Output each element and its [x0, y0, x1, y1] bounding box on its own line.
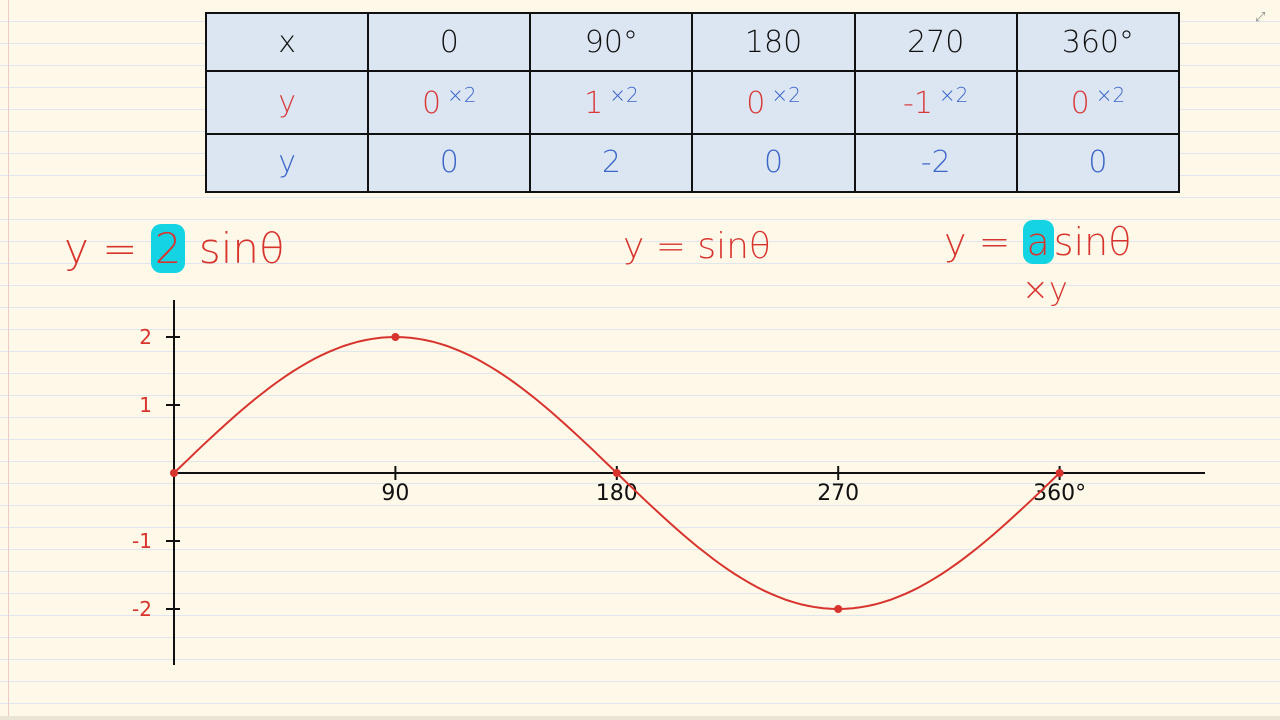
table-row-sin: y 0 ×2 1 ×2 0 ×2 -1 ×2 0 ×2: [204, 70, 1181, 135]
x-tick-label: 90: [381, 481, 409, 506]
multiplier-label: ×2: [1095, 83, 1126, 108]
table-header-x: x: [204, 11, 370, 73]
x-tick-label: 180: [596, 481, 638, 506]
table-header-y: y: [204, 132, 370, 194]
formula-sin: sinθ: [198, 224, 285, 273]
data-point: [1055, 469, 1064, 477]
multiplier-label: ×2: [771, 83, 801, 108]
table-cell: 0: [691, 132, 856, 194]
table-row-x: x 0 90° 180 270 360°: [204, 11, 1181, 73]
table-cell: 270: [853, 11, 1018, 73]
bottom-bar: [0, 716, 1280, 720]
x-tick-label: 360°: [1033, 481, 1086, 506]
values-table: x 0 90° 180 270 360° y 0 ×2 1 ×2 0 ×2 -1 ×2 …: [204, 11, 1181, 194]
table-header-y: y: [204, 70, 370, 135]
table-cell: 0: [367, 132, 532, 194]
multiplier-label: ×2: [609, 83, 639, 108]
formula-note: ×y: [1022, 270, 1068, 308]
table-cell: 0 ×2: [367, 70, 532, 135]
formula-y-equals-sin: y = sinθ: [623, 226, 771, 267]
formula-coefficient: 2: [150, 224, 186, 273]
cell-value: 0: [746, 86, 766, 122]
table-cell: 360°: [1015, 11, 1181, 73]
cell-value: -1: [903, 86, 933, 122]
formula-sin: sinθ: [1053, 220, 1132, 264]
formula-y-equals-2-sin: y = 2 sinθ: [64, 224, 285, 273]
data-point: [170, 469, 178, 477]
table-cell: 0: [1015, 132, 1181, 194]
y-tick-label: -1: [132, 529, 152, 553]
table-cell: 0: [367, 11, 532, 73]
data-point: [612, 469, 621, 477]
cell-value: 0: [1070, 86, 1090, 122]
cell-value: 0: [421, 86, 442, 122]
table-cell: 180: [691, 11, 856, 73]
formula-prefix: y =: [944, 220, 1023, 264]
formula-coefficient: a: [1022, 220, 1054, 264]
table-cell: -2: [853, 132, 1018, 194]
y-tick-label: 1: [139, 393, 152, 417]
y-tick-label: -2: [132, 597, 152, 621]
table-row-y: y 0 2 0 -2 0: [204, 132, 1181, 194]
multiplier-label: ×2: [938, 83, 969, 108]
table-cell: 90°: [529, 11, 694, 73]
cell-value: 1: [584, 86, 604, 122]
data-point: [391, 333, 400, 341]
formula-y-equals-a-sin: y = a sinθ: [944, 220, 1132, 264]
table-cell: 0 ×2: [691, 70, 856, 135]
multiplier-label: ×2: [447, 83, 477, 108]
expand-icon[interactable]: ⤢: [1255, 10, 1266, 25]
data-point: [834, 605, 843, 613]
table-cell: 1 ×2: [529, 70, 694, 135]
table-cell: 0 ×2: [1015, 70, 1181, 135]
notebook-margin-line: [8, 0, 9, 720]
table-cell: 2: [529, 132, 694, 194]
x-tick-label: 270: [817, 481, 859, 506]
formula-prefix: y =: [64, 224, 151, 273]
table-cell: -1 ×2: [853, 70, 1018, 135]
y-tick-label: 2: [139, 325, 152, 349]
